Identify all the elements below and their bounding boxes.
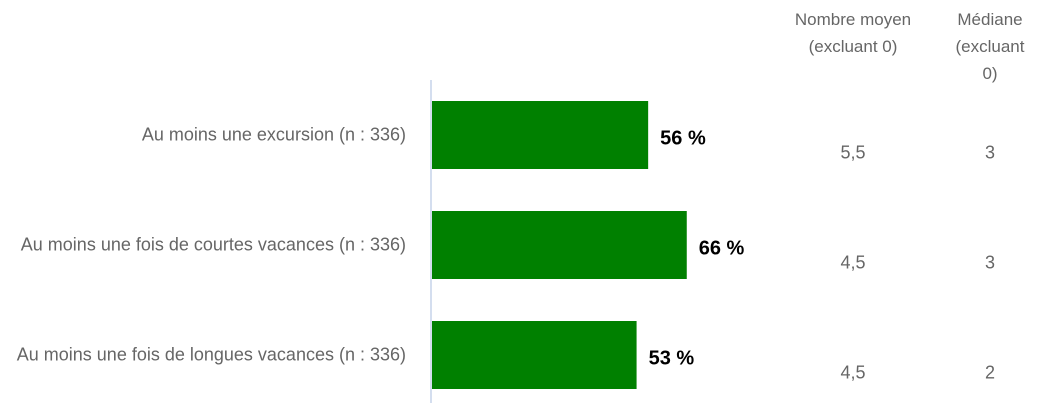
bar xyxy=(432,101,649,169)
column-header: Nombre moyen (excluant 0) xyxy=(794,10,912,56)
column-value: 3 xyxy=(984,252,996,273)
category-label: Au moins une fois de longues vacances (n… xyxy=(16,344,406,365)
category-label: Au moins une excursion (n : 336) xyxy=(141,124,406,145)
column-value: 5,5 xyxy=(840,142,866,163)
column-value: 4,5 xyxy=(840,362,866,383)
category-label: Au moins une fois de courtes vacances (n… xyxy=(20,234,406,255)
value-label: 66 % xyxy=(698,237,745,260)
bar xyxy=(432,321,637,389)
column-value: 2 xyxy=(984,362,996,383)
column-value: 3 xyxy=(984,142,996,163)
value-label: 53 % xyxy=(648,347,695,370)
column-value: 4,5 xyxy=(840,252,866,273)
value-label: 56 % xyxy=(660,127,706,150)
column-header: Médiane (excluant 0) xyxy=(955,10,1025,83)
bar xyxy=(432,211,687,279)
